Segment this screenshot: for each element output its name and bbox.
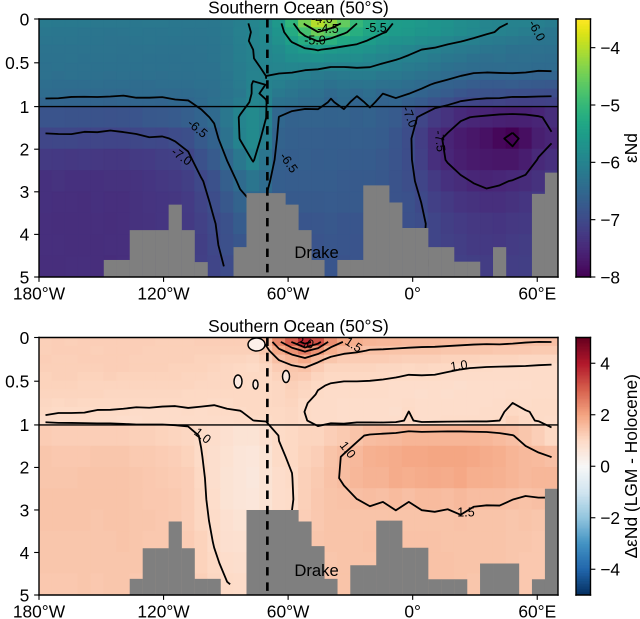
svg-text:−6: −6 (600, 153, 620, 173)
svg-text:2: 2 (600, 405, 610, 425)
svg-text:−7: −7 (600, 210, 620, 230)
svg-text:0: 0 (20, 9, 30, 29)
svg-text:-5.5: -5.5 (365, 21, 387, 35)
svg-text:1: 1 (20, 415, 30, 435)
svg-text:Drake: Drake (294, 243, 338, 262)
svg-text:0°: 0° (404, 601, 421, 619)
svg-text:−2: −2 (600, 508, 620, 528)
svg-text:180°W: 180°W (13, 283, 66, 303)
svg-text:Southern Ocean (50°S): Southern Ocean (50°S) (208, 316, 389, 336)
svg-text:0: 0 (20, 328, 30, 348)
svg-text:60°E: 60°E (518, 601, 556, 619)
svg-text:3: 3 (20, 500, 30, 520)
svg-text:2: 2 (20, 458, 30, 478)
svg-text:0.5: 0.5 (5, 372, 29, 392)
svg-text:1: 1 (20, 97, 30, 117)
svg-text:−4: −4 (600, 560, 620, 580)
svg-text:1.5: 1.5 (457, 506, 474, 520)
svg-text:120°W: 120°W (137, 283, 190, 303)
svg-text:−8: −8 (600, 267, 620, 287)
svg-text:Southern Ocean (50°S): Southern Ocean (50°S) (208, 0, 389, 17)
svg-text:180°W: 180°W (13, 601, 66, 619)
svg-text:-7.5: -7.5 (432, 130, 449, 153)
svg-text:5: 5 (20, 267, 30, 287)
svg-text:4: 4 (600, 354, 610, 374)
svg-text:-5.0: -5.0 (304, 33, 326, 47)
svg-text:60°E: 60°E (518, 283, 556, 303)
svg-text:60°W: 60°W (267, 283, 310, 303)
svg-text:0: 0 (600, 457, 610, 477)
svg-text:0°: 0° (404, 283, 421, 303)
svg-text:ΔεNd (LGM - Holocene): ΔεNd (LGM - Holocene) (621, 374, 640, 558)
svg-text:−4: −4 (600, 38, 620, 58)
svg-text:60°W: 60°W (267, 601, 310, 619)
svg-text:-4.5: -4.5 (317, 22, 339, 36)
svg-text:−5: −5 (600, 95, 620, 115)
svg-text:4: 4 (20, 543, 30, 563)
svg-text:3: 3 (20, 182, 30, 202)
svg-text:120°W: 120°W (137, 601, 190, 619)
svg-text:2.0: 2.0 (295, 334, 315, 352)
svg-text:5: 5 (20, 585, 30, 605)
svg-text:Drake: Drake (294, 561, 338, 580)
svg-text:εNd: εNd (621, 133, 640, 163)
svg-text:-4.0: -4.0 (311, 12, 333, 26)
svg-text:4: 4 (20, 225, 30, 245)
svg-text:0.5: 0.5 (5, 53, 29, 73)
svg-text:2: 2 (20, 139, 30, 159)
svg-text:-7.0: -7.0 (399, 104, 420, 129)
svg-text:1.0: 1.0 (449, 358, 468, 374)
